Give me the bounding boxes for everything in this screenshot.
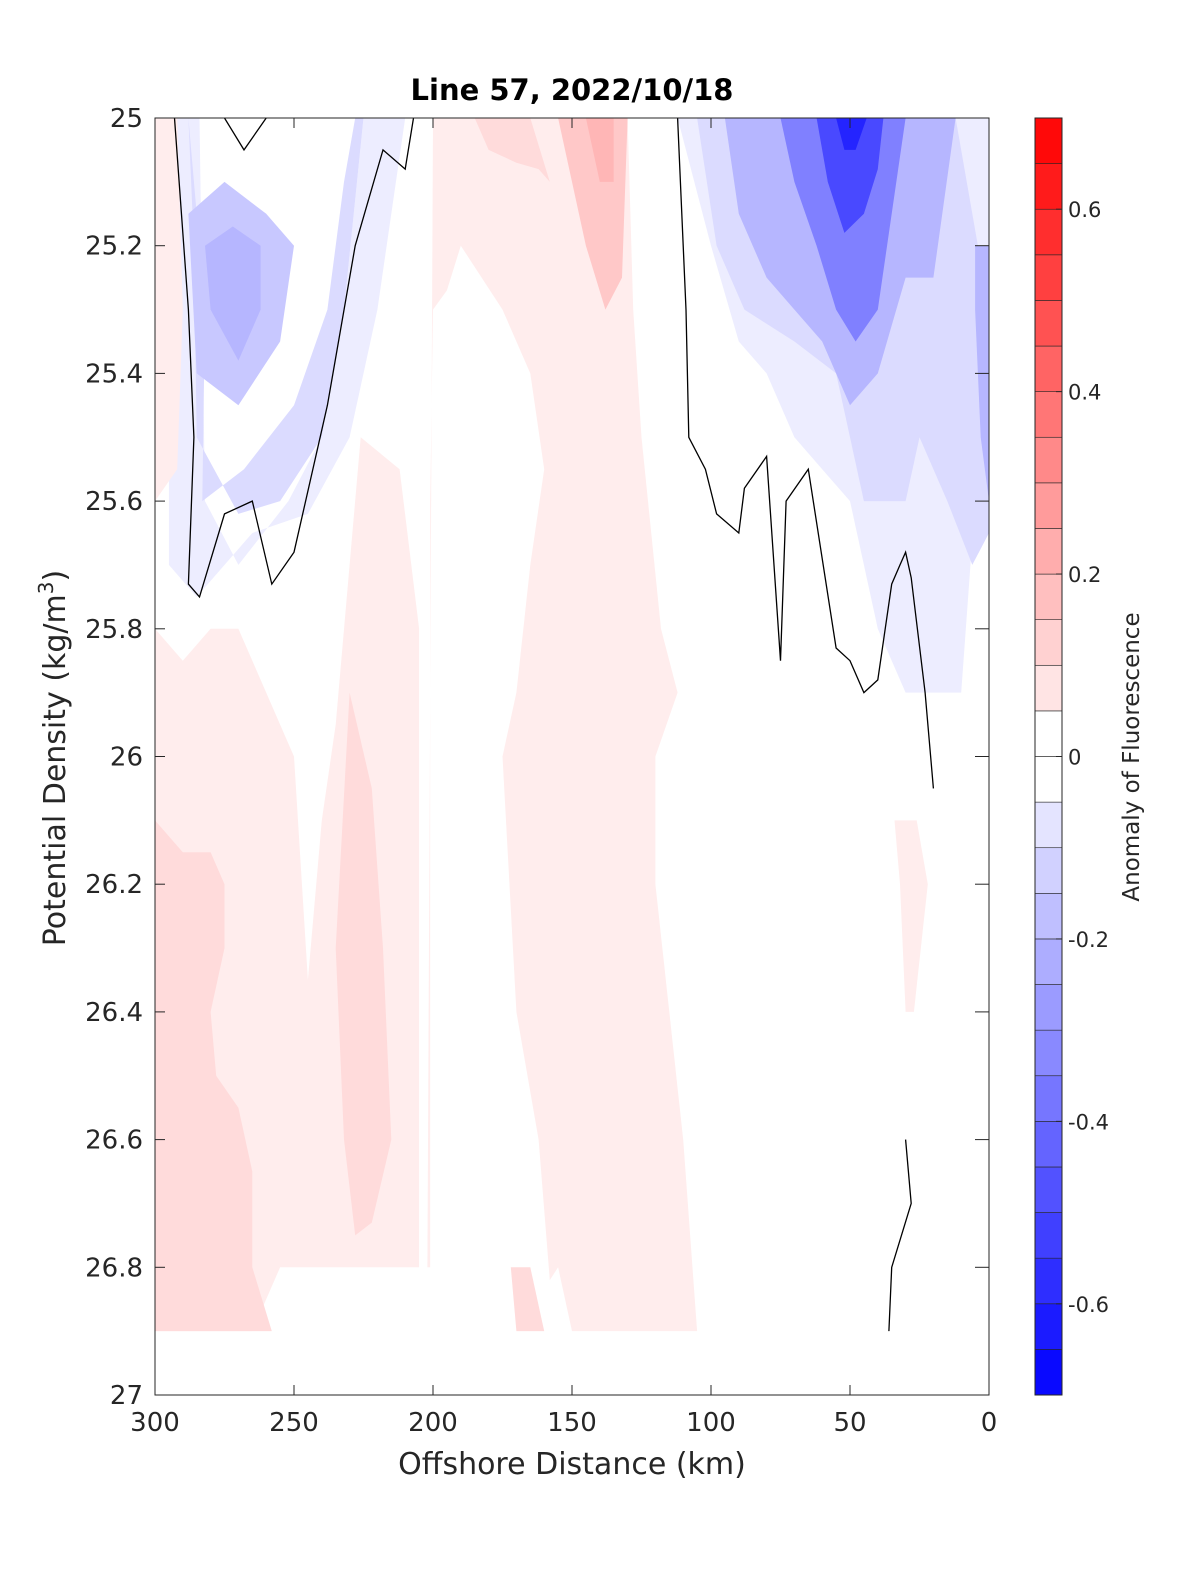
colorbar-band <box>1034 893 1063 940</box>
colorbar-band <box>1034 1303 1063 1350</box>
colorbar-tick-label: -0.2 <box>1068 928 1109 952</box>
y-tick-label: 25.6 <box>85 487 143 517</box>
y-tick-label: 26.8 <box>85 1253 143 1283</box>
y-axis-title-main: Potential Density (kg/m <box>38 594 73 946</box>
colorbar-band <box>1034 619 1063 666</box>
y-tick-label: 25.2 <box>85 232 143 262</box>
colorbar: -0.6 -0.4 -0.2 0 0.2 0.4 0.6 <box>1034 117 1109 1396</box>
y-axis-title-tail: ) <box>38 570 73 582</box>
contour-region-left-positive-thin-strip <box>155 118 183 502</box>
y-axis-title: Potential Density (kg/m3) <box>34 570 73 946</box>
colorbar-band <box>1034 117 1063 164</box>
x-tick-label: 250 <box>269 1408 319 1438</box>
colorbar-tick-label: 0.4 <box>1068 381 1101 405</box>
colorbar-band <box>1034 300 1063 347</box>
colorbar-band <box>1034 1349 1063 1396</box>
colorbar-tick-label: 0.2 <box>1068 563 1101 587</box>
colorbar-band <box>1034 1121 1063 1168</box>
colorbar-band <box>1034 528 1063 575</box>
colorbar-band <box>1034 573 1063 620</box>
x-tick-label: 200 <box>408 1408 458 1438</box>
colorbar-band <box>1034 1029 1063 1077</box>
y-tick-label: 27 <box>110 1381 143 1411</box>
x-axis: 300 250 200 150 100 50 0 <box>130 118 997 1438</box>
y-axis: 25 25.2 25.4 25.6 25.8 26 26.2 26.4 26.6 26.8 27 <box>85 104 989 1411</box>
colorbar-band <box>1034 664 1063 712</box>
x-tick-label: 0 <box>981 1408 998 1438</box>
y-axis-title-sup: 3 <box>34 581 58 594</box>
colorbar-band <box>1034 436 1063 484</box>
colorbar-tick-label: 0.6 <box>1068 198 1101 222</box>
colorbar-band <box>1034 756 1063 803</box>
x-tick-label: 300 <box>130 1408 180 1438</box>
contour-region-upper-left-negative-mid <box>188 118 364 514</box>
x-axis-title: Offshore Distance (km) <box>398 1447 746 1482</box>
colorbar-band <box>1034 482 1063 529</box>
colorbar-band <box>1034 938 1063 985</box>
colorbar-band <box>1034 1212 1063 1259</box>
colorbar-tick-label: 0 <box>1068 746 1081 770</box>
zero-contour-line <box>888 1139 912 1332</box>
contour-region-right-positive-small <box>894 820 928 1012</box>
contour-region-left-positive-core <box>155 820 272 1332</box>
y-tick-label: 25 <box>110 104 143 134</box>
colorbar-band <box>1034 163 1063 210</box>
colorbar-tick-label: -0.6 <box>1068 1293 1109 1317</box>
colorbar-band <box>1034 801 1063 849</box>
colorbar-band <box>1034 254 1063 301</box>
y-tick-label: 25.8 <box>85 615 143 645</box>
contour-region-center-positive-top3 <box>585 118 614 182</box>
contour-region-upper-left-negative-deep <box>205 226 261 361</box>
x-tick-label: 50 <box>833 1408 866 1438</box>
colorbar-band <box>1034 1166 1063 1213</box>
colorbar-band <box>1034 208 1063 256</box>
colorbar-band <box>1034 710 1063 757</box>
x-tick-label: 150 <box>547 1408 597 1438</box>
contour-region-right-negative-strongest <box>816 118 884 233</box>
y-tick-label: 26.4 <box>85 998 143 1028</box>
contour-region-right-negative-peak <box>836 118 867 150</box>
zero-contour-line <box>173 118 415 599</box>
contour-region-left-positive-core2 <box>335 692 392 1236</box>
chart-title: Line 57, 2022/10/18 <box>411 73 734 107</box>
colorbar-title: Anomaly of Fluorescence <box>1119 612 1145 901</box>
colorbar-band <box>1034 391 1063 438</box>
y-tick-label: 25.4 <box>85 359 143 389</box>
zero-contour-lines <box>173 118 935 1332</box>
contour-fills <box>155 118 989 1332</box>
zero-contour-line <box>223 118 267 152</box>
contour-region-center-positive-column <box>427 118 698 1332</box>
contour-region-center-positive-bottom <box>510 1267 545 1332</box>
zero-contour-line <box>676 118 935 789</box>
contour-region-center-positive-top <box>474 118 550 182</box>
colorbar-band <box>1034 1075 1063 1122</box>
y-tick-label: 26 <box>110 743 143 773</box>
colorbar-band <box>1034 345 1063 392</box>
x-tick-label: 100 <box>686 1408 736 1438</box>
y-tick-label: 26.6 <box>85 1126 143 1156</box>
colorbar-tick-label: -0.4 <box>1068 1110 1109 1134</box>
colorbar-band <box>1034 1257 1063 1305</box>
y-tick-label: 26.2 <box>85 870 143 900</box>
colorbar-band <box>1034 984 1063 1031</box>
colorbar-band <box>1034 847 1063 894</box>
